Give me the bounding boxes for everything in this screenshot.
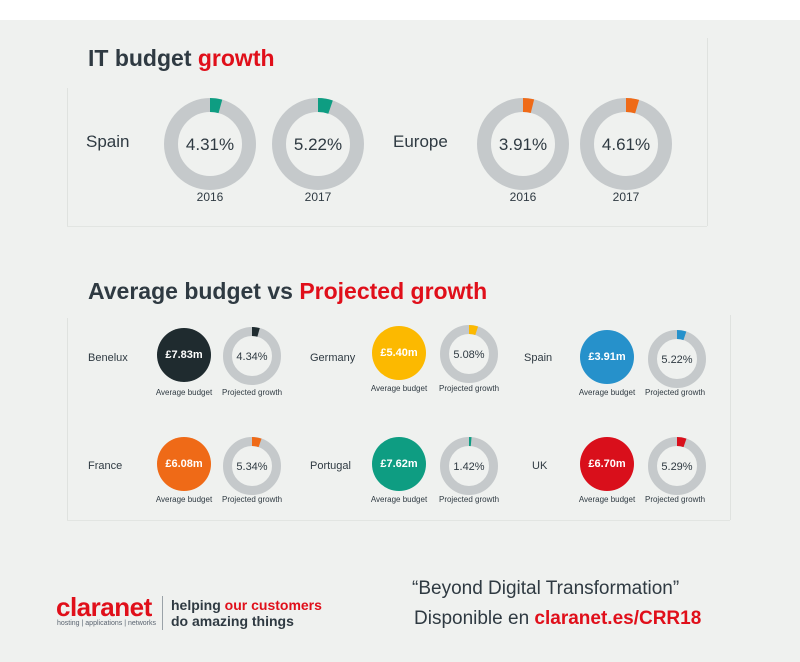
it-budget-title: IT budget growth xyxy=(88,45,275,71)
budget-bubble-portugal: £7.62m xyxy=(372,437,426,491)
divider xyxy=(67,226,707,227)
report-link[interactable]: claranet.es/CRR18 xyxy=(534,608,702,629)
growth-donut-uk: 5.29% xyxy=(648,437,706,500)
donut-value-label: 5.22% xyxy=(661,354,692,366)
projected-growth-caption: Projected growth xyxy=(438,384,500,393)
donut-value-label: 4.61% xyxy=(602,135,650,154)
donut-value-label: 1.42% xyxy=(453,461,484,473)
donut-segment xyxy=(223,437,281,495)
average-budget-caption: Average budget xyxy=(578,388,636,397)
donut-europe-2017: 4.61% xyxy=(580,98,672,195)
average-budget-title: Average budget vs Projected growth xyxy=(88,278,488,304)
donut-svg: 5.22% xyxy=(272,98,364,190)
donut-europe-2016: 3.91% xyxy=(477,98,569,195)
budget-bubble-germany: £5.40m xyxy=(372,326,426,380)
logo-divider xyxy=(162,596,163,630)
growth-donut-france: 5.34% xyxy=(223,437,281,500)
country-label-uk: UK xyxy=(532,460,548,472)
country-label-germany: Germany xyxy=(310,352,356,364)
donut-spain-2016: 4.31% xyxy=(164,98,256,195)
donut-value-label: 5.34% xyxy=(236,461,267,473)
donut-spain-2017: 5.22% xyxy=(272,98,364,195)
donut-svg: 4.61% xyxy=(580,98,672,190)
donut-svg: 1.42% xyxy=(440,437,498,495)
country-label-spain: Spain xyxy=(524,352,553,364)
donut-svg: 4.31% xyxy=(164,98,256,190)
growth-donut-spain: 5.22% xyxy=(648,330,706,393)
projected-growth-caption: Projected growth xyxy=(438,495,500,504)
average-budget-caption: Average budget xyxy=(155,495,213,504)
donut-value-label: 5.08% xyxy=(453,349,484,361)
region-label-spain: Spain xyxy=(86,132,130,151)
average-budget-caption: Average budget xyxy=(370,384,428,393)
year-label: 2017 xyxy=(304,190,332,204)
donut-svg: 4.34% xyxy=(223,327,281,385)
growth-donut-benelux: 4.34% xyxy=(223,327,281,390)
report-quote: “Beyond Digital Transformation” xyxy=(412,578,680,599)
cta-text: Disponible en claranet.es/CRR18 xyxy=(414,608,702,629)
growth-donut-germany: 5.08% xyxy=(440,325,498,388)
donut-value-label: 4.34% xyxy=(236,351,267,363)
divider xyxy=(67,88,68,226)
projected-growth-caption: Projected growth xyxy=(221,388,283,397)
average-budget-caption: Average budget xyxy=(578,495,636,504)
donut-segment xyxy=(648,330,706,388)
donut-segment xyxy=(648,437,706,495)
projected-growth-caption: Projected growth xyxy=(644,495,706,504)
donut-value-label: 4.31% xyxy=(186,135,234,154)
donut-value-label: 5.22% xyxy=(294,135,342,154)
donut-svg: 5.22% xyxy=(648,330,706,388)
donut-svg: 5.29% xyxy=(648,437,706,495)
country-label-portugal: Portugal xyxy=(310,460,351,472)
donut-segment xyxy=(164,98,256,190)
growth-donut-portugal: 1.42% xyxy=(440,437,498,500)
country-label-france: France xyxy=(88,460,123,472)
divider xyxy=(67,318,68,520)
tagline: helping our customers do amazing things xyxy=(171,597,322,629)
donut-svg: 3.91% xyxy=(477,98,569,190)
country-label-benelux: Benelux xyxy=(88,352,128,364)
year-label: 2016 xyxy=(509,190,537,204)
donut-svg: 5.08% xyxy=(440,325,498,383)
divider xyxy=(707,38,708,226)
donut-svg: 5.34% xyxy=(223,437,281,495)
budget-bubble-uk: £6.70m xyxy=(580,437,634,491)
donut-segment xyxy=(272,98,364,190)
divider xyxy=(67,520,730,521)
year-label: 2016 xyxy=(196,190,224,204)
budget-bubble-france: £6.08m xyxy=(157,437,211,491)
donut-segment xyxy=(223,327,281,385)
average-budget-caption: Average budget xyxy=(155,388,213,397)
donut-segment xyxy=(440,437,498,495)
year-label: 2017 xyxy=(612,190,640,204)
donut-segment xyxy=(440,325,498,383)
donut-value-label: 3.91% xyxy=(499,135,547,154)
projected-growth-caption: Projected growth xyxy=(221,495,283,504)
region-label-europe: Europe xyxy=(393,132,448,151)
donut-value-label: 5.29% xyxy=(661,461,692,473)
projected-growth-caption: Projected growth xyxy=(644,388,706,397)
average-budget-caption: Average budget xyxy=(370,495,428,504)
budget-bubble-spain: £3.91m xyxy=(580,330,634,384)
logo-subtitle: hosting | applications | networks xyxy=(57,620,156,627)
budget-bubble-benelux: £7.83m xyxy=(157,328,211,382)
claranet-logo: claranet xyxy=(56,592,152,622)
divider xyxy=(730,315,731,520)
donut-segment xyxy=(580,98,672,190)
donut-segment xyxy=(477,98,569,190)
